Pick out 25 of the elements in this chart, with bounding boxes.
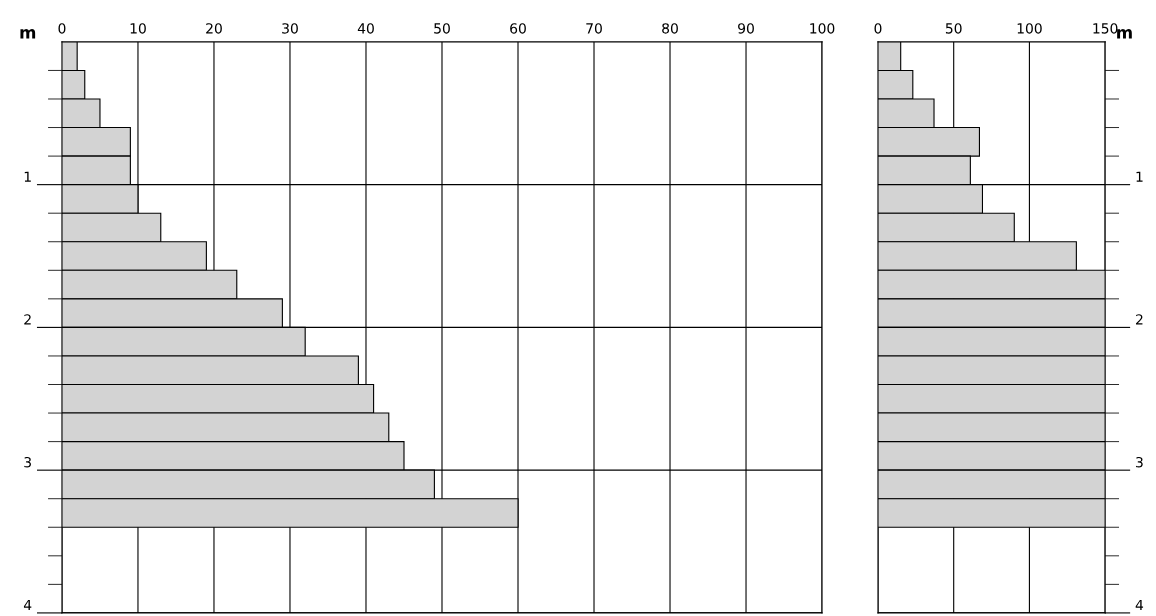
y-tick-label: 4	[1135, 599, 1144, 611]
x-tick-label: 80	[662, 23, 678, 34]
x-tick-label: 150	[1093, 23, 1118, 34]
x-tick-label: 30	[282, 23, 298, 34]
x-tick-label: 10	[130, 23, 146, 34]
y-tick-label: 3	[24, 456, 31, 468]
y-tick-label: 3	[1136, 456, 1143, 468]
x-tick-label: 50	[434, 23, 450, 34]
x-tick-label: 70	[586, 23, 602, 34]
x-tick-label: 100	[1017, 23, 1042, 34]
y-tick-label: 1	[24, 171, 31, 182]
x-tick-label: 0	[874, 23, 882, 34]
x-tick-label: 60	[510, 23, 526, 34]
y-axis-title: m	[1117, 29, 1132, 39]
x-tick-label: 90	[738, 23, 754, 34]
x-tick-label: 50	[945, 23, 962, 34]
y-axis-title: m	[20, 29, 36, 39]
x-tick-label: 0	[58, 23, 66, 34]
y-tick-label: 2	[1136, 314, 1143, 325]
y-tick-label: 2	[24, 314, 31, 325]
x-tick-label: 20	[206, 23, 222, 34]
x-tick-label: 40	[357, 23, 374, 34]
y-tick-label: 1	[1136, 171, 1143, 182]
y-tick-label: 4	[23, 599, 32, 611]
x-tick-label: 100	[810, 23, 835, 34]
